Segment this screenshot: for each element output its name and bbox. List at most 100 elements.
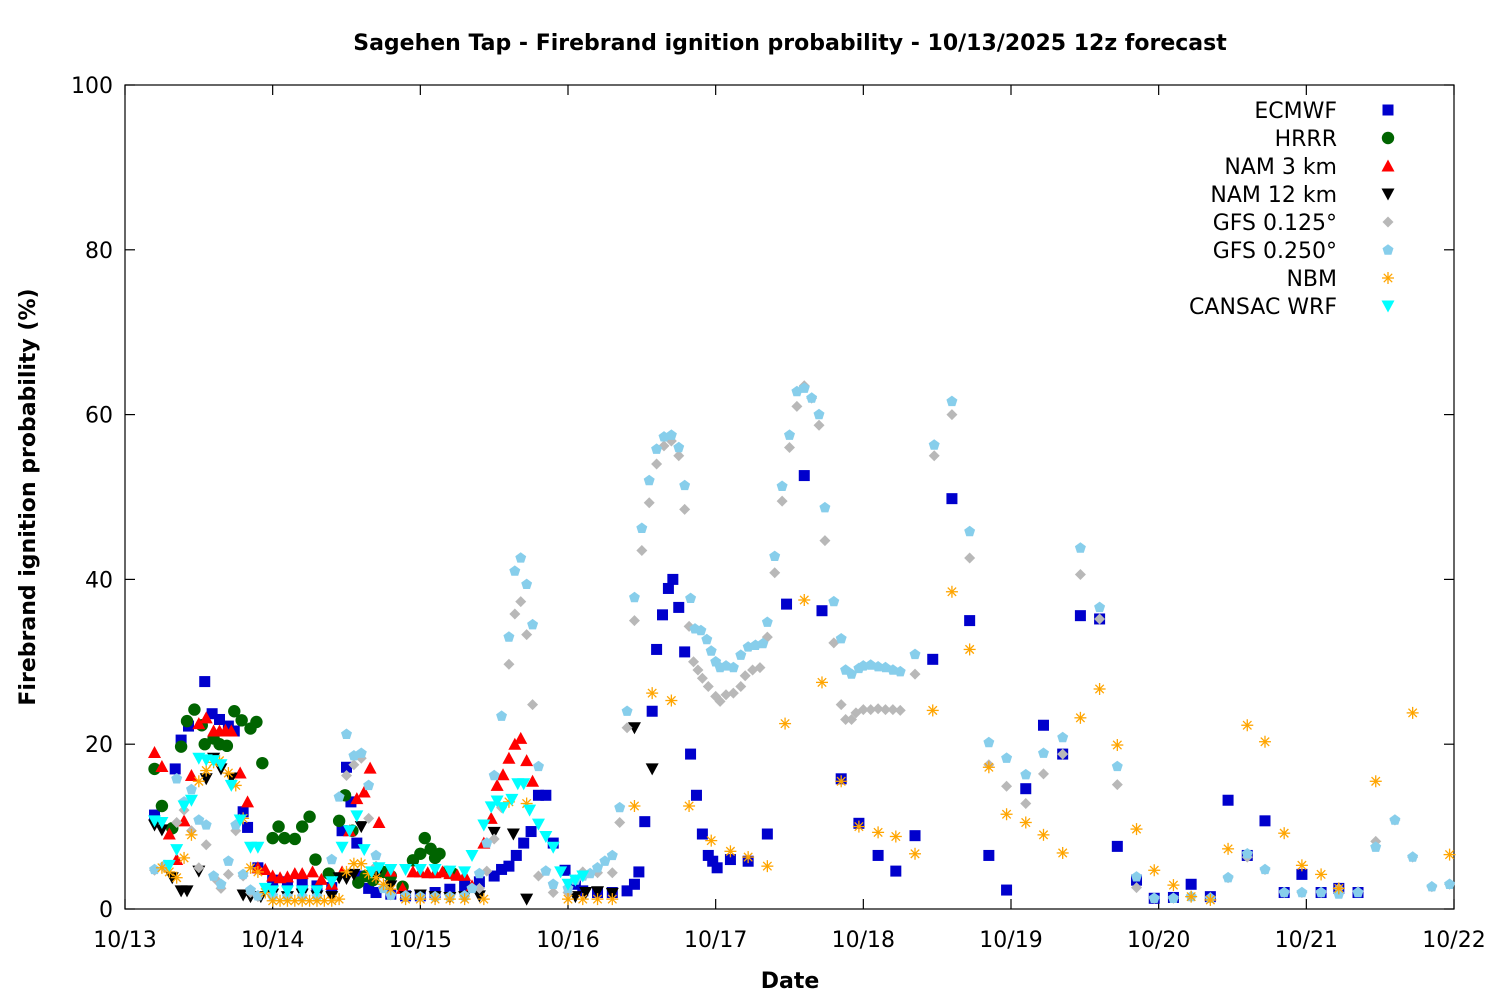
data-point [256, 756, 269, 770]
data-point [690, 789, 702, 801]
data-point [761, 616, 773, 627]
data-point [606, 867, 618, 879]
data-point [532, 870, 544, 882]
data-point [222, 868, 234, 880]
data-point [384, 883, 397, 896]
data-point [945, 585, 958, 598]
y-tick-label: 100 [71, 74, 113, 99]
data-point [487, 826, 501, 839]
data-point [193, 814, 205, 825]
data-point [309, 853, 322, 866]
x-tick-label: 10/19 [979, 928, 1042, 953]
data-point [332, 814, 346, 828]
data-point [798, 382, 810, 393]
legend-label: HRRR [1275, 127, 1337, 152]
data-point [266, 885, 280, 898]
data-point [235, 714, 248, 727]
data-point [192, 775, 205, 788]
data-point [547, 887, 559, 899]
data-point [149, 809, 161, 821]
legend: ECMWF HRRR NAM 3 km NAM 12 km GFS 0.125° GFS … [1189, 99, 1395, 320]
data-point [503, 860, 515, 872]
data-point [628, 878, 640, 890]
data-point [214, 713, 226, 725]
data-point [413, 863, 427, 876]
data-point [237, 868, 249, 880]
data-point [872, 703, 884, 715]
data-point [314, 872, 328, 885]
data-point [178, 851, 191, 864]
data-point [1037, 719, 1049, 731]
legend-label: NAM 12 km [1210, 183, 1337, 208]
data-point [628, 800, 641, 812]
data-point [591, 893, 604, 906]
data-point [946, 409, 958, 421]
data-point [673, 601, 685, 613]
data-point [242, 821, 254, 833]
data-point [200, 819, 212, 830]
data-point [720, 689, 732, 701]
data-point [180, 714, 194, 728]
data-point [477, 893, 490, 906]
data-point [1056, 846, 1069, 859]
data-point [779, 717, 792, 730]
legend-label: NBM [1286, 267, 1337, 292]
data-point [1406, 706, 1419, 719]
data-point [484, 801, 498, 814]
data-point [505, 793, 519, 806]
data-point [645, 763, 659, 776]
data-point [702, 681, 714, 693]
data-point [1315, 868, 1328, 881]
data-point [927, 653, 939, 665]
data-point [177, 800, 191, 813]
legend-marker-icon [1382, 104, 1394, 116]
data-point [894, 665, 906, 677]
data-point [345, 796, 357, 808]
data-point [533, 760, 544, 772]
data-point [636, 522, 648, 533]
data-point [614, 801, 626, 813]
data-point [1057, 731, 1069, 743]
data-point [250, 715, 263, 729]
data-point [1222, 871, 1234, 883]
x-axis: 10/13 10/14 10/15 10/16 10/17 10/18 10/19 10/20… [93, 85, 1486, 953]
data-point [171, 816, 183, 828]
data-point [222, 720, 234, 732]
legend-marker-icon [1381, 131, 1395, 145]
data-point [835, 633, 847, 644]
data-point [502, 751, 516, 764]
data-point [503, 658, 515, 670]
data-point [964, 615, 976, 627]
data-point [365, 866, 379, 879]
data-point [562, 893, 574, 906]
data-point [852, 820, 865, 833]
data-point [735, 681, 747, 693]
data-point [621, 885, 633, 897]
data-point [1001, 780, 1013, 792]
x-tick-label: 10/17 [684, 928, 747, 953]
data-point [561, 878, 575, 891]
data-point [429, 893, 442, 906]
data-point [872, 826, 885, 839]
data-point [964, 552, 976, 564]
data-point [370, 849, 382, 861]
data-point [1258, 735, 1271, 748]
legend-marker-icon [1381, 188, 1395, 201]
data-point [174, 740, 188, 753]
data-point [341, 770, 352, 782]
data-point [1444, 878, 1456, 889]
data-point [200, 764, 213, 777]
data-point [251, 865, 264, 878]
data-point [846, 668, 857, 679]
x-tick-label: 10/22 [1422, 928, 1485, 953]
data-point [646, 687, 659, 700]
data-point [355, 747, 367, 758]
data-point [1148, 892, 1160, 903]
data-point [769, 550, 781, 561]
data-point [228, 705, 241, 718]
data-point [185, 828, 198, 841]
data-point [1241, 719, 1254, 732]
data-point [1037, 828, 1050, 841]
y-tick-label: 60 [85, 404, 113, 429]
data-point [683, 800, 696, 812]
